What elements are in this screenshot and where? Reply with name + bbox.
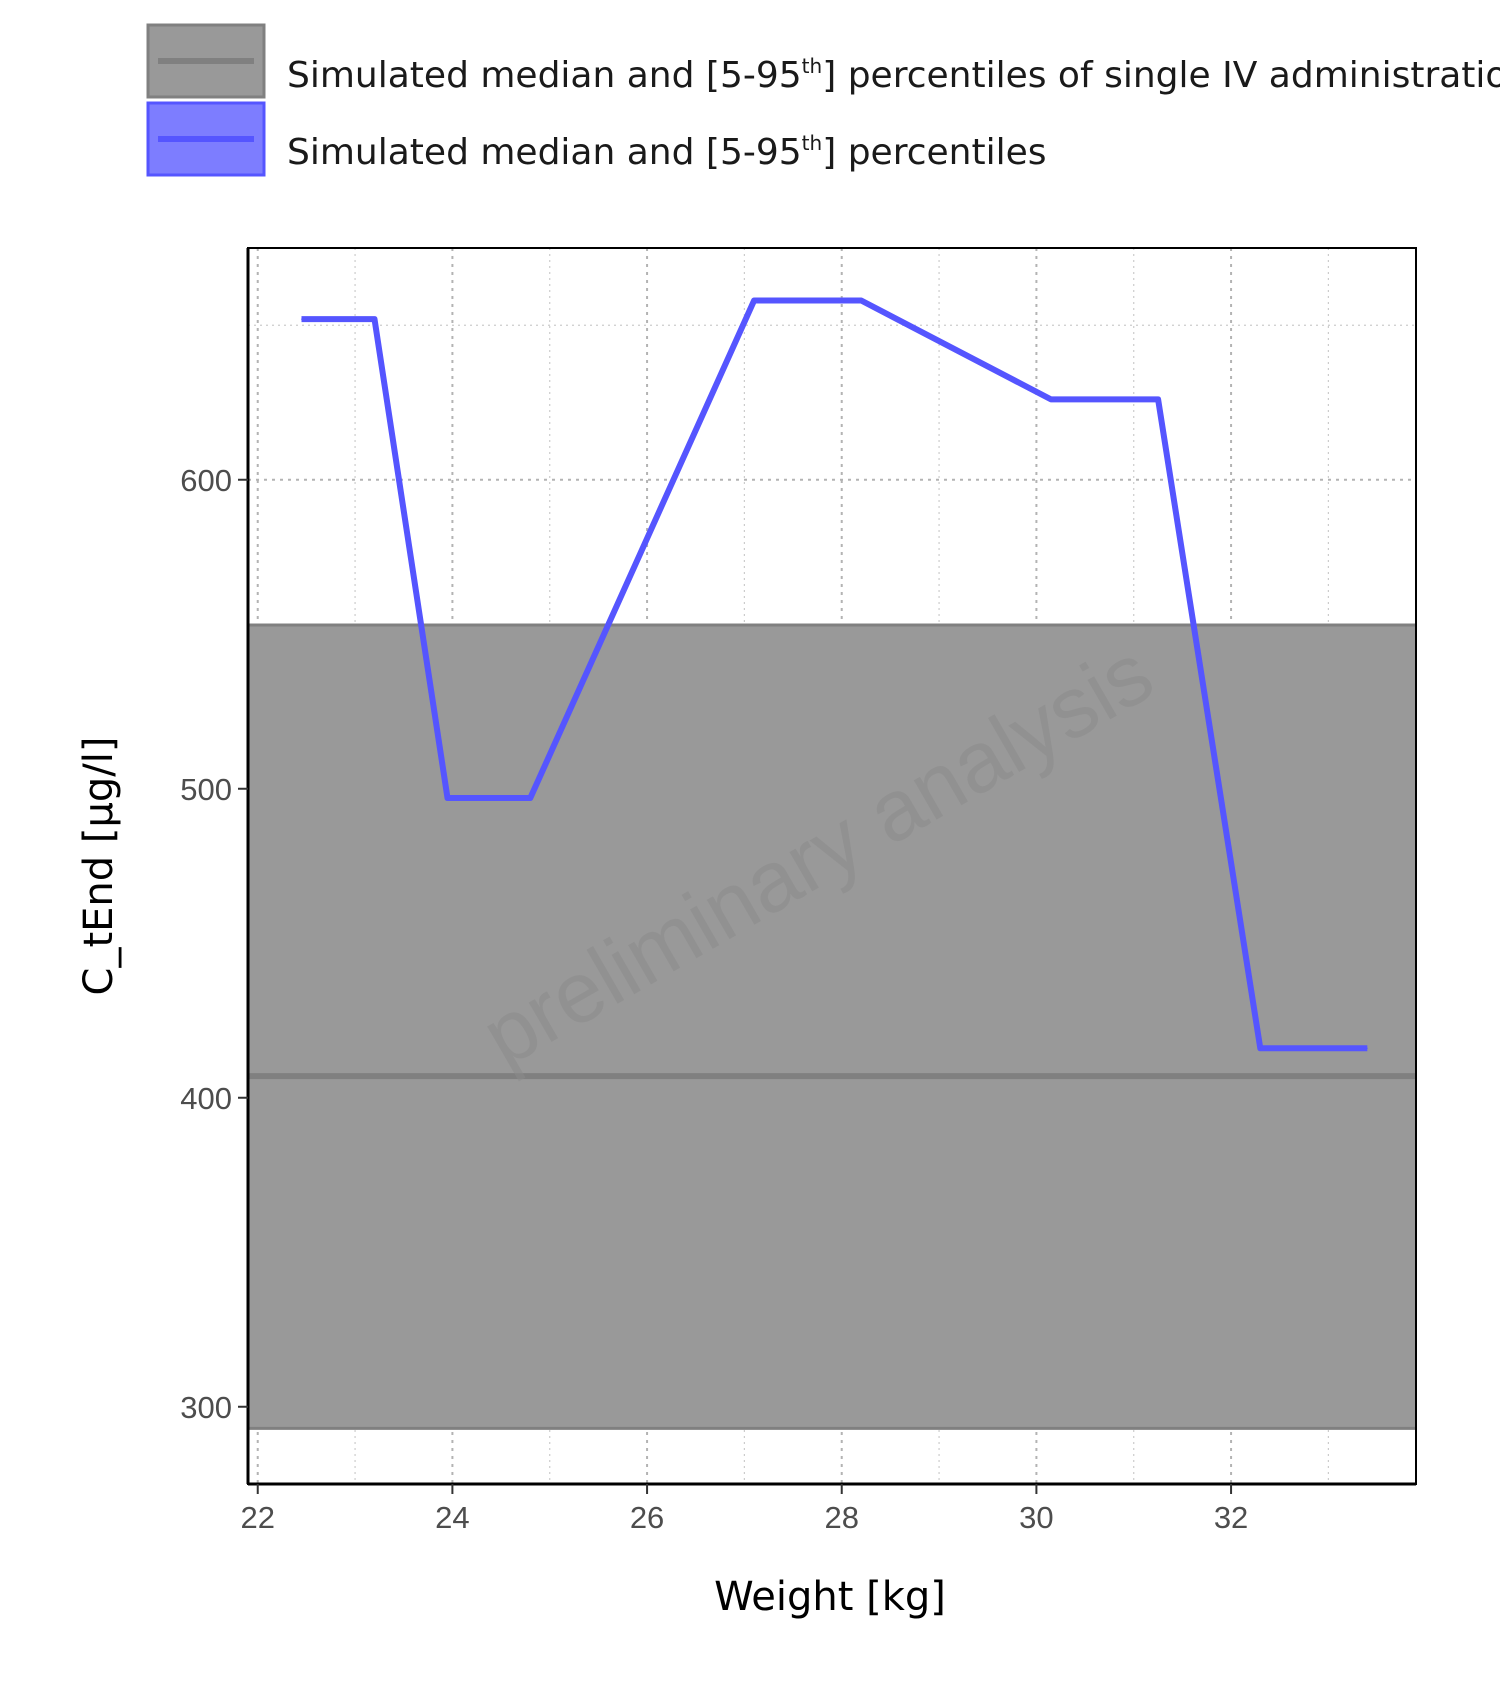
series-point [1157, 398, 1159, 400]
series-line [301, 297, 1368, 1052]
x-tick-label: 30 [1019, 1500, 1053, 1535]
x-tick-label: 32 [1214, 1500, 1248, 1535]
series-point [753, 300, 755, 302]
legend-item-series: Simulated median and [5-95th] percentile… [146, 101, 1046, 177]
series-point [447, 797, 449, 799]
legend-label-reference: Simulated median and [5-95th] percentile… [287, 54, 1500, 96]
series-point [860, 300, 862, 302]
y-tick-label: 500 [180, 772, 232, 807]
plot-panel: preliminary analysis [247, 247, 1417, 1485]
reference-band-layer [248, 623, 1416, 1430]
legend: Simulated median and [5-95th] percentile… [146, 23, 1500, 177]
x-tick-label: 22 [240, 1500, 274, 1535]
y-tick-label: 600 [180, 463, 232, 498]
y-axis-title: C_tEnd [µg/l] [76, 737, 122, 996]
series-point [1259, 1047, 1261, 1049]
y-axis: 300 400 500 600 [180, 248, 250, 1484]
y-tick-label: 400 [180, 1081, 232, 1116]
series-point [1050, 398, 1052, 400]
series-point [529, 797, 531, 799]
y-tick-label: 300 [180, 1390, 232, 1425]
x-tick-label: 26 [630, 1500, 664, 1535]
x-tick-label: 24 [435, 1500, 469, 1535]
legend-label-series: Simulated median and [5-95th] percentile… [287, 131, 1046, 173]
x-tick-label: 28 [824, 1500, 858, 1535]
series-layer [301, 297, 1368, 1052]
x-axis-title: Weight [kg] [714, 1574, 946, 1620]
series-point [301, 318, 303, 320]
reference-band [248, 624, 1416, 1429]
x-axis: 22 24 26 28 30 32 [240, 1482, 1416, 1535]
series-point [1366, 1047, 1368, 1049]
series-point [374, 318, 376, 320]
legend-item-reference: Simulated median and [5-95th] percentile… [146, 23, 1500, 99]
